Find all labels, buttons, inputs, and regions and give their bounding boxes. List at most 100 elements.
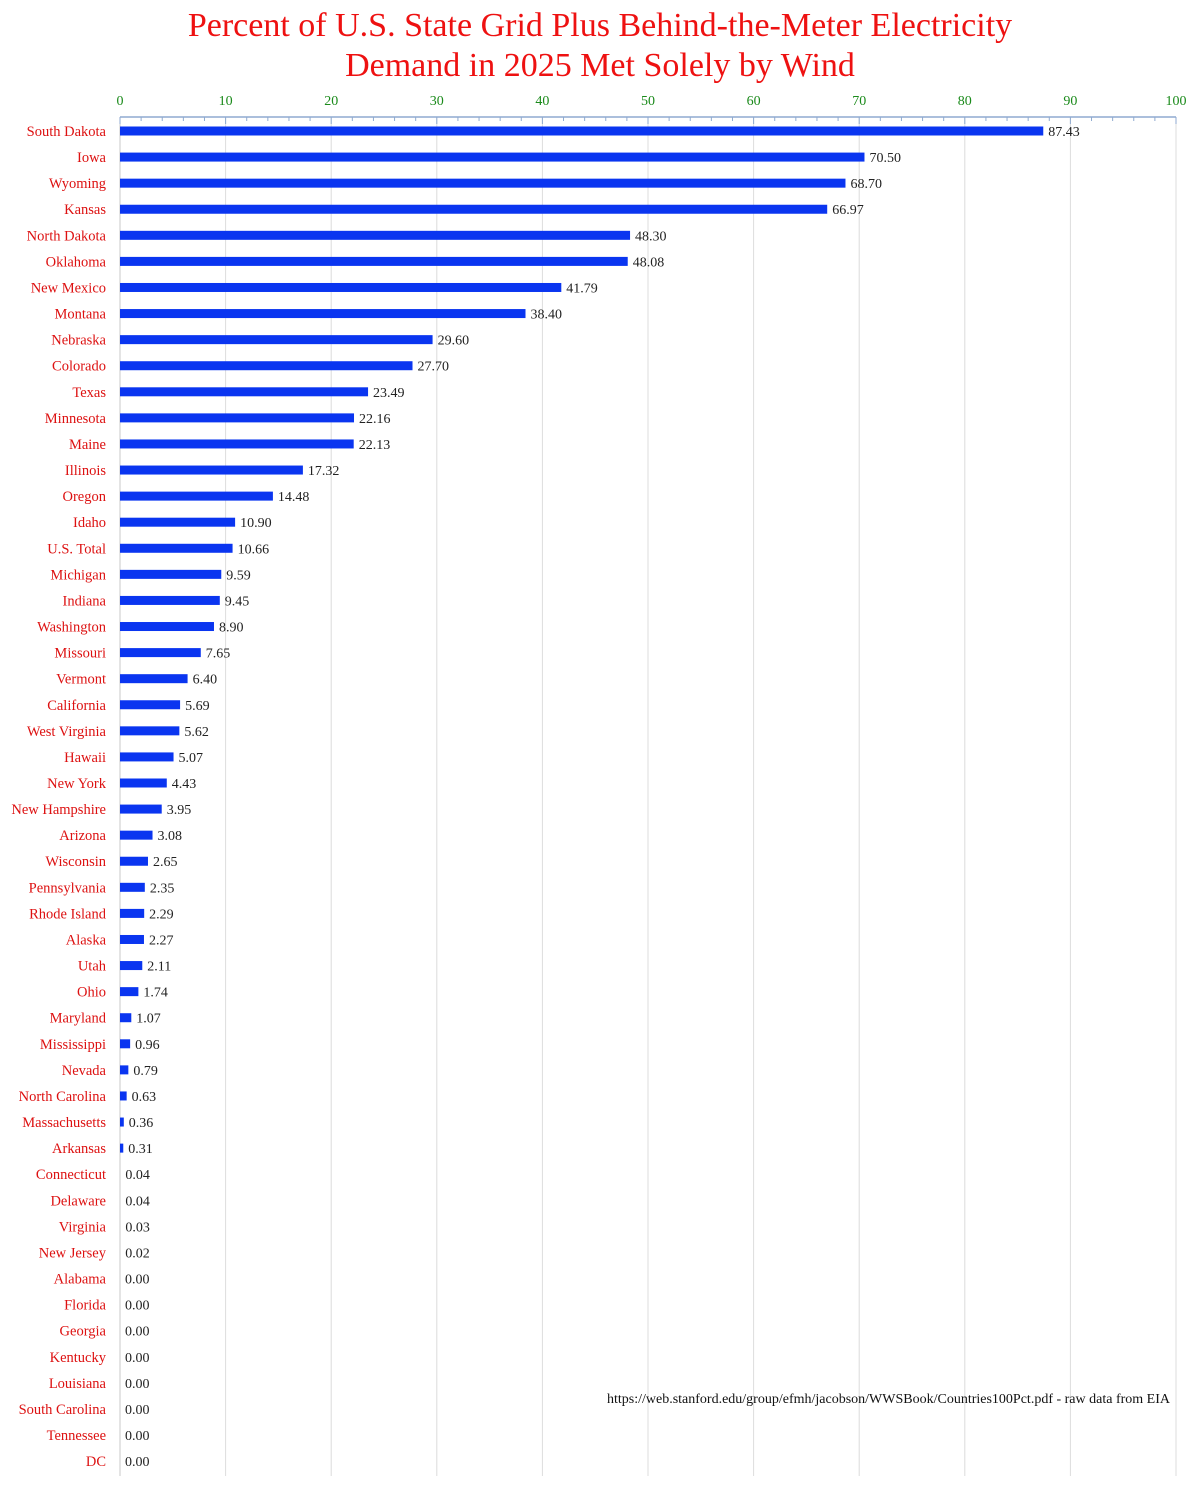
value-label-georgia: 0.00	[125, 1325, 150, 1340]
bar-north-dakota	[120, 230, 631, 240]
bar-rhode-island	[120, 908, 145, 918]
bar-wisconsin	[120, 856, 148, 866]
value-label-u-s-total: 10.66	[238, 542, 269, 557]
value-label-connecticut: 0.04	[125, 1168, 149, 1183]
bar-nevada	[120, 1065, 129, 1075]
bar-minnesota	[120, 413, 355, 423]
category-label-vermont: Vermont	[56, 672, 106, 688]
value-label-tennessee: 0.00	[125, 1429, 150, 1444]
value-label-west-virginia: 5.62	[184, 725, 209, 740]
category-label-u-s-total: U.S. Total	[47, 541, 106, 557]
bar-pennsylvania	[120, 882, 145, 892]
x-tick-label-90: 90	[1063, 94, 1077, 109]
bar-new-hampshire	[120, 804, 162, 814]
value-label-rhode-island: 2.29	[149, 907, 174, 922]
value-label-south-dakota: 87.43	[1048, 125, 1080, 140]
value-label-new-mexico: 41.79	[566, 281, 598, 296]
value-label-ohio: 1.74	[143, 986, 168, 1001]
value-label-utah: 2.11	[147, 960, 171, 975]
category-label-louisiana: Louisiana	[49, 1376, 107, 1392]
source-note: https://web.stanford.edu/group/efmh/jaco…	[606, 1392, 1170, 1407]
bar-arkansas	[120, 1143, 124, 1153]
value-label-wisconsin: 2.65	[153, 855, 178, 870]
value-label-new-jersey: 0.02	[125, 1246, 150, 1261]
bar-hawaii	[120, 752, 174, 762]
bar-missouri	[120, 648, 201, 658]
value-label-south-carolina: 0.00	[125, 1403, 150, 1418]
bar-maine	[120, 439, 354, 449]
bar-north-carolina	[120, 1091, 127, 1101]
bar-ohio	[120, 987, 139, 997]
bar-indiana	[120, 595, 220, 605]
value-label-oklahoma: 48.08	[633, 255, 665, 270]
bar-vermont	[120, 674, 188, 684]
category-label-michigan: Michigan	[50, 567, 106, 583]
x-tick-label-40: 40	[535, 94, 549, 109]
x-tick-label-80: 80	[958, 94, 972, 109]
value-label-hawaii: 5.07	[179, 751, 204, 766]
value-label-kentucky: 0.00	[125, 1351, 150, 1366]
category-label-oregon: Oregon	[63, 489, 107, 505]
category-label-utah: Utah	[78, 959, 107, 975]
bar-massachusetts	[120, 1117, 124, 1127]
category-label-rhode-island: Rhode Island	[29, 906, 107, 922]
category-label-iowa: Iowa	[77, 150, 107, 166]
category-label-georgia: Georgia	[60, 1324, 107, 1340]
value-label-dc: 0.00	[125, 1455, 150, 1470]
value-label-north-carolina: 0.63	[132, 1090, 157, 1105]
x-tick-label-20: 20	[324, 94, 338, 109]
category-label-new-hampshire: New Hampshire	[11, 802, 106, 818]
category-label-north-dakota: North Dakota	[27, 228, 107, 244]
value-label-maryland: 1.07	[136, 1012, 161, 1027]
bar-michigan	[120, 569, 222, 579]
value-label-missouri: 7.65	[206, 647, 231, 662]
category-label-delaware: Delaware	[50, 1193, 106, 1209]
value-label-maine: 22.13	[359, 438, 391, 453]
value-label-pennsylvania: 2.35	[150, 881, 175, 896]
bar-nebraska	[120, 335, 433, 345]
bar-montana	[120, 309, 526, 319]
category-label-arkansas: Arkansas	[52, 1141, 106, 1157]
x-tick-label-0: 0	[117, 94, 124, 109]
bar-arizona	[120, 830, 153, 840]
value-label-north-dakota: 48.30	[635, 229, 667, 244]
value-label-montana: 38.40	[531, 308, 563, 323]
bar-alaska	[120, 934, 144, 944]
bar-idaho	[120, 517, 236, 527]
category-label-alabama: Alabama	[54, 1272, 107, 1288]
bar-oklahoma	[120, 256, 628, 266]
category-label-south-dakota: South Dakota	[27, 124, 107, 140]
bar-colorado	[120, 361, 413, 371]
value-label-vermont: 6.40	[193, 673, 218, 688]
bar-oregon	[120, 491, 273, 501]
category-label-new-jersey: New Jersey	[39, 1245, 107, 1261]
category-label-nebraska: Nebraska	[51, 333, 106, 349]
category-label-kentucky: Kentucky	[50, 1350, 107, 1366]
category-label-west-virginia: West Virginia	[27, 724, 107, 740]
category-label-maryland: Maryland	[50, 1011, 107, 1027]
x-tick-label-10: 10	[219, 94, 233, 109]
category-label-indiana: Indiana	[63, 593, 107, 609]
category-label-california: California	[47, 698, 106, 714]
bar-kansas	[120, 204, 828, 214]
value-label-virginia: 0.03	[125, 1220, 150, 1235]
value-label-texas: 23.49	[373, 386, 405, 401]
category-label-arizona: Arizona	[59, 828, 106, 844]
chart-title-line-1: Percent of U.S. State Grid Plus Behind-t…	[187, 7, 1013, 44]
chart-title-line-2: Demand in 2025 Met Solely by Wind	[345, 47, 855, 84]
value-label-new-hampshire: 3.95	[167, 803, 192, 818]
bar-texas	[120, 387, 369, 397]
category-label-florida: Florida	[64, 1298, 106, 1314]
category-label-oklahoma: Oklahoma	[46, 254, 107, 270]
category-label-idaho: Idaho	[73, 515, 106, 531]
category-label-new-york: New York	[47, 776, 107, 792]
bar-iowa	[120, 152, 865, 162]
category-label-minnesota: Minnesota	[45, 411, 107, 427]
value-label-michigan: 9.59	[226, 568, 251, 583]
value-label-indiana: 9.45	[225, 594, 250, 609]
value-label-kansas: 66.97	[832, 203, 864, 218]
category-label-hawaii: Hawaii	[64, 750, 106, 766]
category-label-missouri: Missouri	[54, 646, 106, 662]
value-label-nevada: 0.79	[133, 1064, 158, 1079]
